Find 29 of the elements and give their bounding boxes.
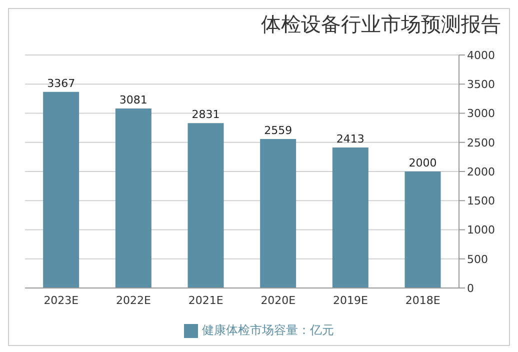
bar	[332, 147, 368, 288]
y-tick-label: 3000	[467, 107, 495, 120]
y-tick-label: 4000	[467, 48, 495, 62]
bar	[43, 92, 80, 288]
y-tick-label: 500	[467, 252, 488, 266]
y-tick-label: 2000	[467, 165, 495, 178]
chart-title: 体检设备行业市场预测报告	[260, 11, 502, 38]
x-tick-label: 2022E	[116, 294, 152, 307]
y-tick-label: 3500	[467, 78, 495, 92]
y-tick-label: 1000	[467, 224, 495, 237]
x-tick-label: 2018E	[405, 294, 440, 307]
data-label: 2413	[336, 132, 364, 146]
data-label: 2559	[264, 124, 292, 137]
x-tick-label: 2023E	[44, 294, 79, 307]
y-tick-label: 1500	[467, 194, 495, 208]
data-label: 2831	[192, 108, 220, 122]
x-tick-label: 2019E	[333, 294, 368, 307]
x-tick-label: 2021E	[188, 294, 224, 307]
x-tick-label: 2020E	[260, 294, 296, 307]
data-label: 3081	[119, 94, 148, 107]
legend-label: 健康体检市场容量：亿元	[202, 323, 334, 337]
y-tick-label: 2500	[467, 136, 495, 150]
data-label: 3367	[47, 76, 76, 90]
bar	[260, 138, 296, 288]
bar	[115, 108, 152, 288]
bar	[188, 123, 224, 288]
bar	[404, 172, 441, 288]
data-label: 2000	[408, 156, 437, 170]
y-tick-label: 0	[467, 282, 474, 295]
